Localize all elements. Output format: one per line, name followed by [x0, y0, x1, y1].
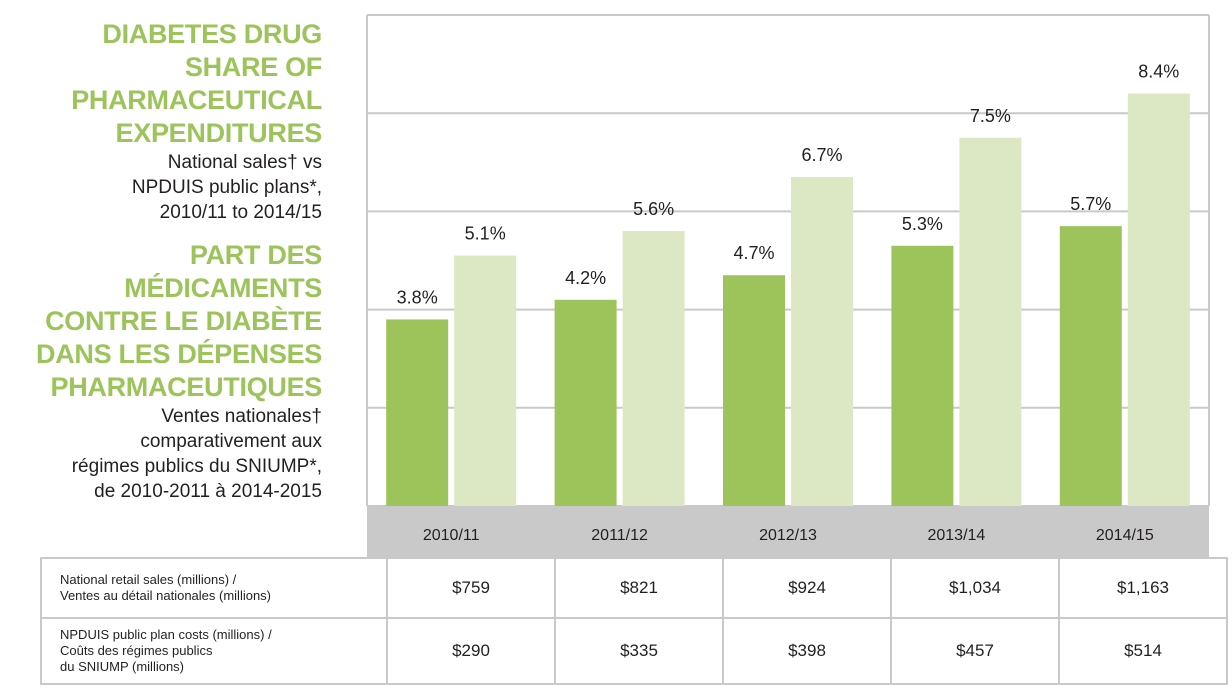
- bar: [723, 275, 785, 506]
- data-label: 5.7%: [1070, 194, 1111, 214]
- data-label: 3.8%: [397, 287, 438, 307]
- table-row-public-plan-costs: NPDUIS public plan costs (millions) / Co…: [40, 617, 1228, 685]
- tick-label: 2014/15: [1096, 527, 1154, 544]
- table-cell: $1,034: [890, 557, 1060, 619]
- data-label: 4.7%: [733, 243, 774, 263]
- category-axis-band: [367, 506, 1209, 557]
- bar: [622, 231, 685, 507]
- data-label: 8.4%: [1138, 62, 1179, 82]
- bar: [386, 319, 449, 506]
- table-cell: $924: [722, 557, 892, 619]
- tick-label: 2010/11: [423, 527, 480, 544]
- chart-title-panel: DIABETES DRUG SHARE OF PHARMACEUTICAL EX…: [0, 18, 322, 518]
- bar: [454, 255, 517, 506]
- tick-label: 2011/12: [591, 527, 648, 544]
- table-cell: $821: [554, 557, 724, 619]
- bar: [554, 299, 617, 506]
- data-label: 7.5%: [970, 106, 1011, 126]
- tick-label: 2012/13: [759, 527, 817, 544]
- title-english: DIABETES DRUG SHARE OF PHARMACEUTICAL EX…: [71, 19, 322, 148]
- table-cell: $335: [554, 617, 724, 685]
- subtitle-english: National sales† vs NPDUIS public plans*,…: [131, 152, 322, 223]
- bar: [891, 245, 954, 506]
- data-label: 5.3%: [902, 214, 943, 234]
- table-row-national-sales: National retail sales (millions) / Vente…: [40, 557, 1228, 619]
- title-french: PART DES MÉDICAMENTS CONTRE LE DIABÈTE D…: [36, 240, 322, 402]
- bar: [1127, 93, 1190, 506]
- bars: [386, 93, 1190, 507]
- data-label: 6.7%: [801, 145, 842, 165]
- table-cell: $759: [386, 557, 556, 619]
- table-row-label: NPDUIS public plan costs (millions) / Co…: [40, 617, 388, 685]
- bar: [791, 177, 853, 506]
- subtitle-french: Ventes nationales† comparativement aux r…: [71, 406, 322, 502]
- data-table: National retail sales (millions) / Vente…: [40, 557, 1228, 685]
- table-cell: $398: [722, 617, 892, 685]
- tick-label: 2013/14: [927, 527, 985, 544]
- data-labels: 3.8% 5.1% 4.2% 5.6% 4.7% 6.7% 5.3% 7.5% 5.7% 8.4%: [397, 62, 1180, 308]
- table-cell: $457: [890, 617, 1060, 685]
- table-cell: $290: [386, 617, 556, 685]
- data-label: 4.2%: [565, 268, 606, 288]
- table-cell: $1,163: [1058, 557, 1228, 619]
- table-row-label: National retail sales (millions) / Vente…: [40, 557, 388, 619]
- data-label: 5.6%: [633, 199, 674, 219]
- data-label: 5.1%: [465, 224, 506, 244]
- category-tick-labels: 2010/11 2011/12 2012/13 2013/14 2014/15: [423, 527, 1154, 544]
- table-cell: $514: [1058, 617, 1228, 685]
- bar: [1059, 226, 1122, 506]
- bar: [959, 137, 1022, 506]
